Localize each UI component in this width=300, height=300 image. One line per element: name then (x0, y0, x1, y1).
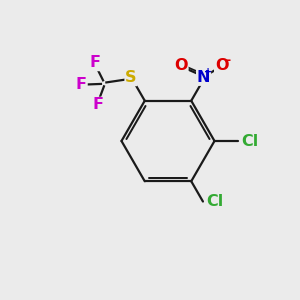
Text: F: F (76, 77, 87, 92)
Text: +: + (204, 67, 212, 77)
Text: S: S (125, 70, 137, 86)
Text: O: O (215, 58, 228, 73)
Text: F: F (92, 98, 104, 112)
Text: O: O (174, 58, 188, 73)
Text: -: - (225, 54, 230, 67)
Text: F: F (89, 56, 100, 70)
Text: N: N (197, 70, 210, 85)
Text: Cl: Cl (207, 194, 224, 209)
Text: Cl: Cl (242, 134, 259, 148)
